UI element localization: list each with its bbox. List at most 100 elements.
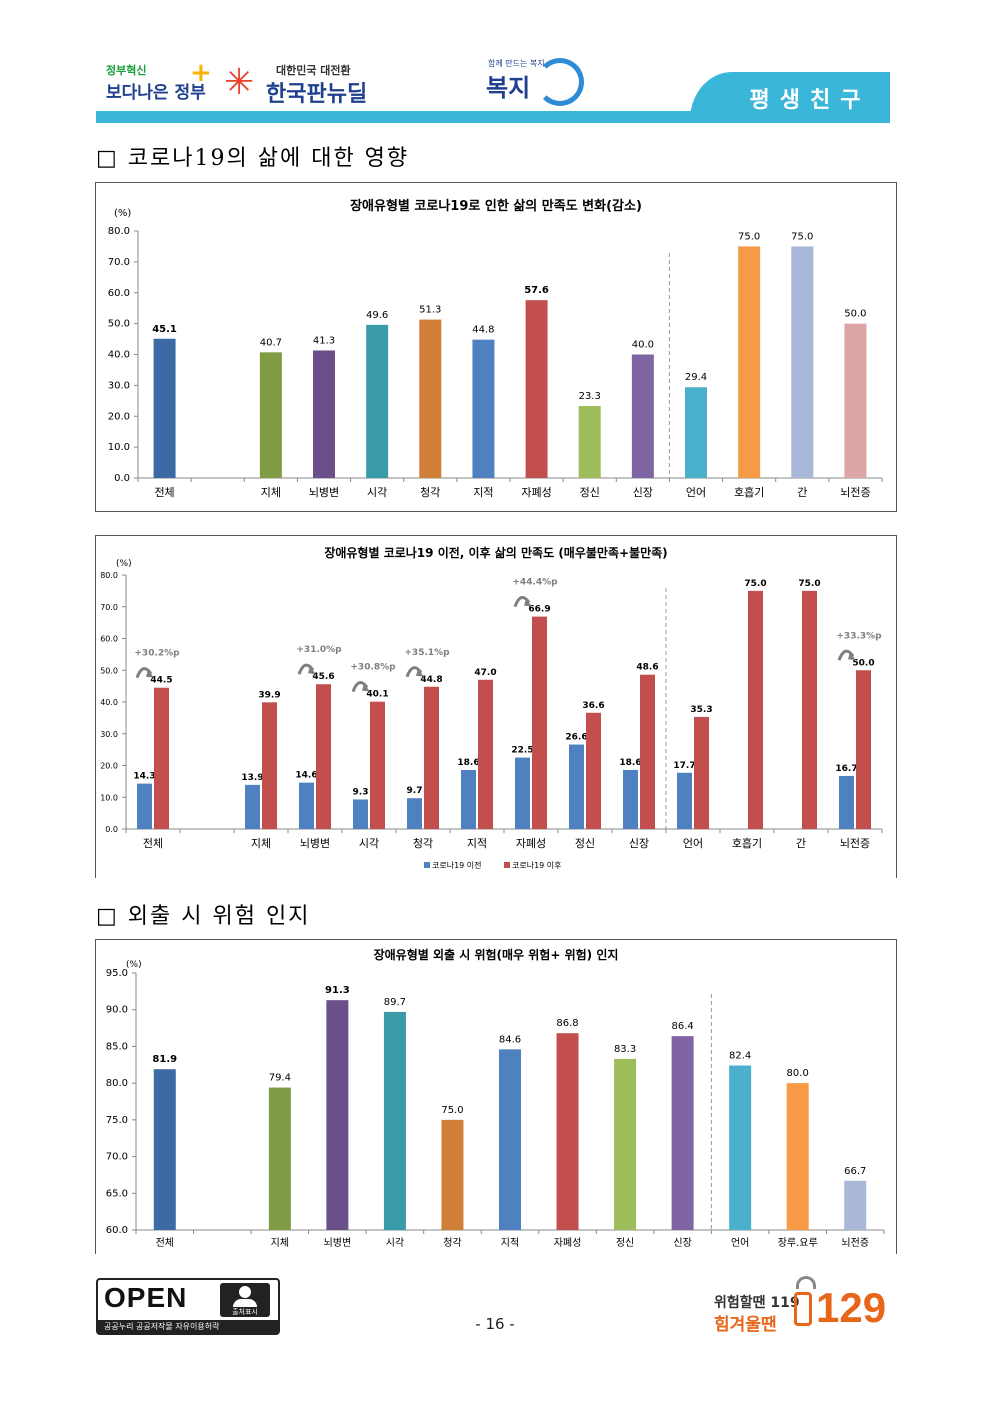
bar [326,1000,349,1230]
gov-innovation-logo: 정부혁신 보다나은 정부 + [104,58,212,108]
hotline-129-logo: 위험할땐 119 힘겨울땐 129 [712,1272,902,1335]
x-category-label: 호흡기 [734,485,764,499]
data-label: 17.7 [673,761,695,771]
open-license-caption: 공공누리 공공저작물 자유이용허락 [98,1320,278,1333]
x-category-label: 신장 [633,486,653,499]
x-category-label: 지적 [501,1237,519,1249]
bar [631,354,654,478]
data-label: 36.6 [582,701,604,711]
bar-before [677,772,692,829]
data-label: 45.6 [312,672,334,682]
x-category-label: 정신 [575,837,595,850]
y-tick-label: 70.0 [106,1152,128,1163]
x-category-label: 자폐성 [554,1237,582,1249]
data-label: 91.3 [325,985,350,996]
x-category-label: 뇌전증 [841,1237,869,1249]
x-category-label: 뇌병변 [324,1237,352,1249]
y-tick-label: 20.0 [108,411,130,422]
bar [383,1011,406,1230]
header-tab-label: 평생친구 [749,88,871,113]
x-category-label: 장루.요루 [778,1237,818,1249]
bar-after [856,670,871,829]
data-label: 79.4 [269,1073,291,1084]
data-label: 86.4 [671,1021,693,1032]
bar [614,1058,637,1230]
bar-after [316,684,331,829]
bar [499,1049,521,1230]
y-tick-label: 60.0 [106,1225,128,1236]
hotline-number: 129 [816,1284,887,1331]
x-category-label: 뇌전증 [840,486,870,499]
bar-before [839,775,854,829]
chart-frame-3: 장애유형별 외출 시 위험(매우 위험+ 위험) 인지 (%) 60.0 65.0… [95,939,897,1254]
data-label: 48.6 [636,663,658,673]
data-label: 44.5 [150,676,172,686]
bar [556,1033,579,1230]
data-label: 13.9 [241,773,263,783]
x-category-label: 언어 [686,486,706,499]
newdeal-small-text: 대한민국 대전환 [276,64,351,77]
y-tick-label: 80.0 [108,226,130,237]
legend-label: 코로나19 이전 [432,860,482,870]
data-label: 75.0 [798,579,820,589]
bar-after [640,674,655,829]
bar [791,246,814,478]
y-tick-label: 60.0 [100,635,118,644]
bar [313,350,335,478]
legend-label: 코로나19 이후 [512,860,562,870]
bar-before [137,783,152,829]
data-label: 75.0 [791,231,813,242]
data-label: 45.1 [152,324,177,335]
data-label: 50.0 [852,658,874,668]
page-number: - 16 - [475,1315,515,1333]
bokji-big-text: 복지 [486,74,531,102]
bar-before [461,769,476,829]
person-icon: 출처표시 [220,1283,270,1317]
bar-after [802,590,817,829]
x-category-label: 청각 [420,486,440,499]
x-category-label: 정신 [580,486,600,499]
data-label: 49.6 [366,310,388,321]
bokji-small-text: 함께 만드는 복지 [488,59,545,68]
chart-title: 장애유형별 코로나19로 인한 삶의 만족도 변화(감소) [350,198,642,214]
increase-annotation: +30.2%p [134,649,180,659]
data-label: 22.5 [511,746,533,756]
increase-annotation: +30.8%p [350,663,396,673]
data-label: 35.3 [690,705,712,715]
chart-title: 장애유형별 코로나19 이전, 이후 삶의 만족도 (매우불만족+불만족) [324,545,667,560]
bar [441,1119,464,1230]
bar [525,300,548,478]
y-tick-label: 10.0 [100,793,118,802]
data-label: 75.0 [738,231,760,242]
data-label: 89.7 [384,997,406,1008]
arrow-head-icon [362,683,370,692]
gov-logo-small-text: 정부혁신 [106,64,147,77]
data-label: 41.3 [313,335,335,346]
data-label: 86.8 [556,1018,578,1029]
x-category-label: 신장 [629,837,649,850]
data-label: 14.3 [133,772,155,782]
x-category-label: 전체 [143,837,163,850]
data-label: 80.0 [787,1068,809,1079]
x-category-label: 지적 [473,486,493,499]
data-label: 9.3 [353,787,369,797]
bar [729,1065,752,1230]
legend-swatch [504,862,510,868]
x-category-label: 언어 [731,1237,749,1249]
x-category-label: 청각 [443,1237,461,1249]
section-title-covid-impact: □ 코로나19의 삶에 대한 영향 [96,146,410,171]
data-label: 57.6 [524,285,549,296]
bar-before [623,769,638,829]
chart-frame-1: 장애유형별 코로나19로 인한 삶의 만족도 변화(감소) (%) 0.0 10.… [95,182,897,512]
data-label: 40.1 [366,690,388,700]
bar [578,406,601,478]
y-tick-label: 65.0 [106,1188,128,1199]
bar [844,323,867,478]
data-label: 82.4 [729,1051,751,1062]
bar-after [370,701,385,829]
data-label: 66.7 [844,1166,866,1177]
y-tick-label: 70.0 [108,257,130,268]
data-label: 83.3 [614,1044,636,1055]
x-category-label: 지체 [251,837,271,850]
data-label: 40.0 [632,340,654,351]
